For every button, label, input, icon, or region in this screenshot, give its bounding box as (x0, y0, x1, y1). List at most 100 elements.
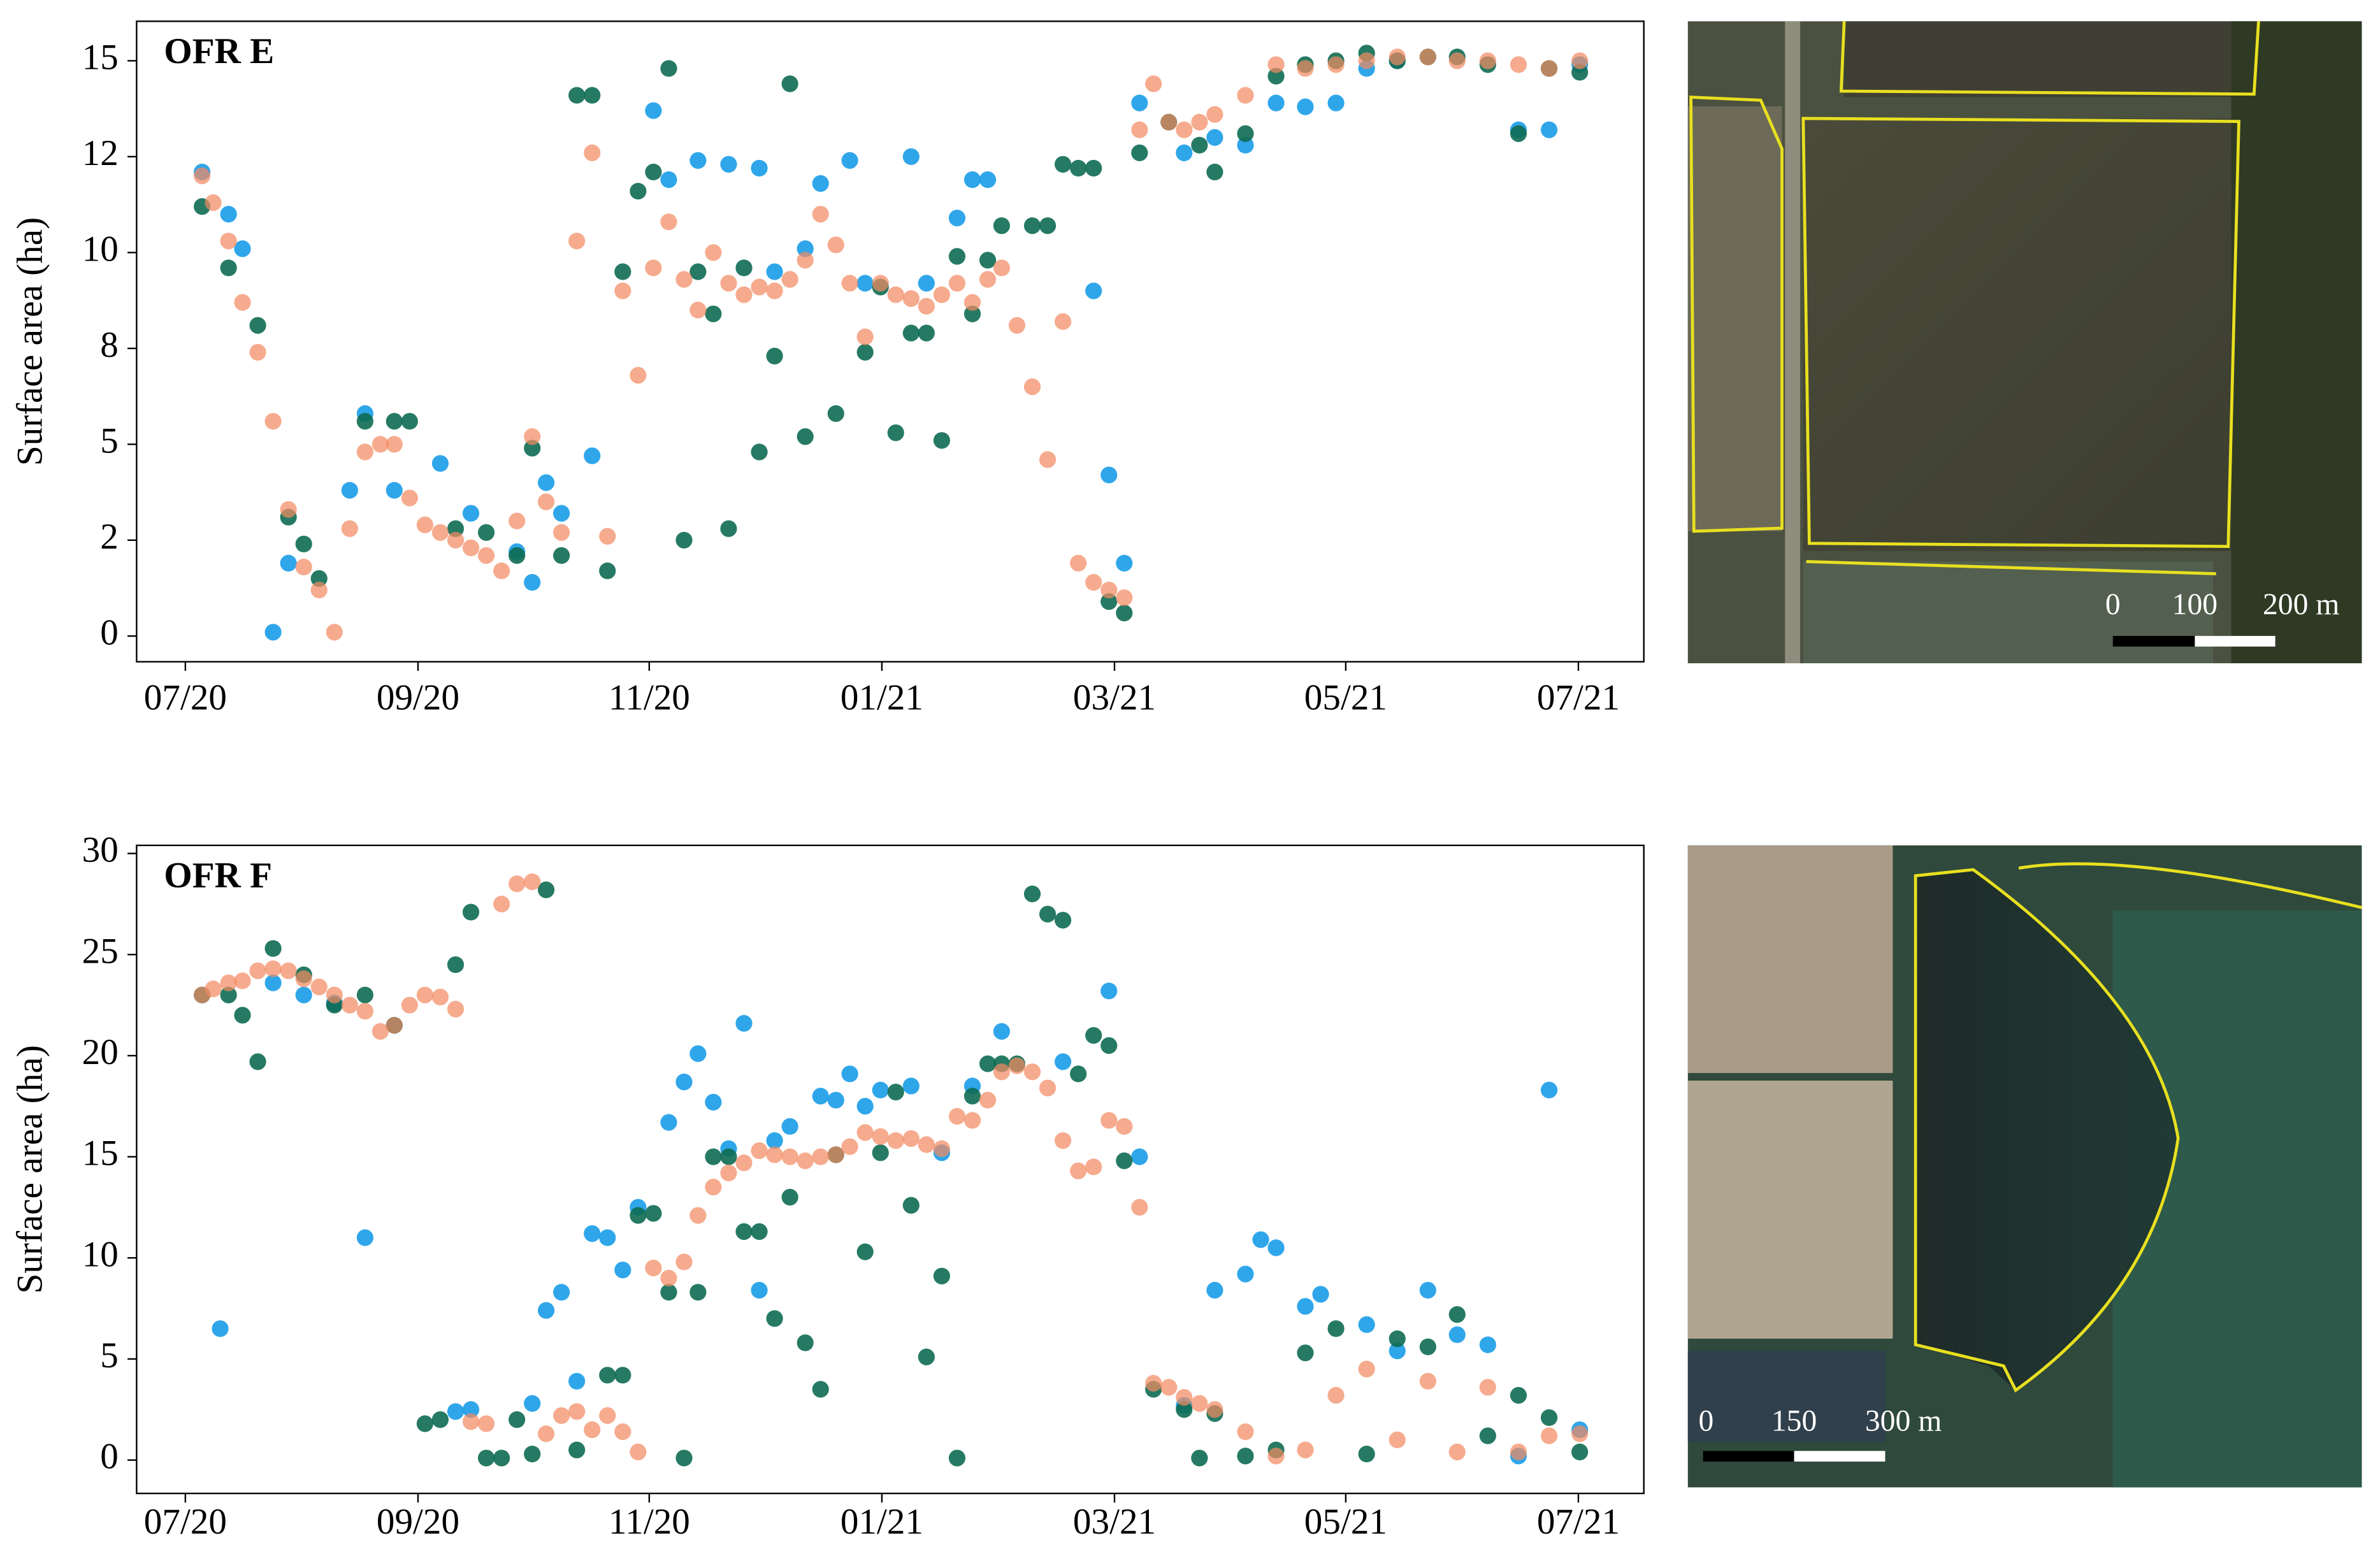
point (751, 159, 768, 177)
point (1039, 1079, 1057, 1097)
point (797, 1334, 814, 1351)
point (1358, 1316, 1375, 1334)
point (827, 1146, 844, 1163)
point (812, 1381, 829, 1398)
point (1039, 451, 1057, 468)
point (477, 1450, 495, 1467)
point (689, 301, 707, 319)
x-tick-label: 07/21 (1537, 678, 1620, 718)
point (234, 972, 251, 989)
panel: 0 5 10 15 20 25 30 07/20 09/20 11/20 01/21 03/21 05/… (10, 830, 1645, 1542)
point (781, 1148, 798, 1165)
point (948, 210, 966, 227)
map-f: 0 150 300 m (1687, 845, 2362, 1488)
point (462, 539, 480, 556)
point (1023, 378, 1041, 396)
point (1267, 56, 1285, 73)
plot-frame (136, 20, 1645, 663)
point (220, 259, 237, 277)
point (812, 175, 829, 192)
point (205, 194, 222, 212)
point (963, 305, 981, 322)
point (720, 1164, 737, 1182)
point (1055, 155, 1072, 173)
point (887, 286, 904, 303)
point (1176, 144, 1193, 161)
point (856, 1124, 874, 1141)
y-tick-label: 20 (82, 1032, 119, 1072)
point (766, 1146, 783, 1163)
point (1055, 912, 1072, 929)
point (675, 531, 693, 549)
point (1510, 1386, 1527, 1404)
point (1479, 1427, 1496, 1444)
point (751, 278, 768, 296)
point (416, 1415, 434, 1432)
point (720, 275, 737, 292)
point (356, 1229, 373, 1246)
point (1100, 1037, 1118, 1054)
point (705, 305, 722, 322)
point (1388, 1342, 1406, 1360)
scale-label: 300 m (1865, 1404, 1942, 1437)
trees (2231, 21, 2362, 663)
point (933, 1140, 951, 1157)
point (1237, 136, 1254, 154)
point (1448, 1443, 1466, 1460)
point (1191, 136, 1208, 154)
point (812, 1088, 829, 1105)
point (1085, 573, 1102, 591)
point (1419, 1281, 1436, 1299)
point (1145, 75, 1162, 92)
point (1448, 1326, 1466, 1343)
point (1131, 121, 1148, 138)
point (220, 974, 237, 991)
point (645, 1205, 662, 1222)
point (887, 1132, 904, 1149)
point (735, 1015, 753, 1032)
point (660, 1114, 677, 1131)
point (948, 1450, 966, 1467)
point (1510, 56, 1527, 73)
field (1687, 845, 1893, 1074)
point (1145, 1374, 1162, 1392)
point (326, 986, 343, 1004)
y-tick-label: 10 (82, 1234, 119, 1274)
y-tick-label: 15 (82, 38, 119, 78)
point (508, 547, 526, 564)
scale-label: 100 (2172, 588, 2218, 621)
y-tick-label: 10 (82, 229, 119, 269)
point (1206, 106, 1223, 123)
point (1116, 605, 1133, 622)
point (462, 1413, 480, 1430)
point (902, 148, 920, 165)
x-tick-label: 07/20 (144, 1502, 227, 1542)
x-tick-label: 01/21 (840, 1502, 923, 1542)
point (735, 1223, 753, 1241)
point (1297, 1344, 1314, 1362)
point (264, 960, 282, 977)
point (537, 474, 555, 491)
point (524, 1445, 541, 1463)
point (766, 347, 783, 364)
point (1131, 1148, 1148, 1165)
point (295, 986, 312, 1004)
point (797, 240, 814, 257)
point (295, 970, 312, 988)
point (630, 1207, 647, 1224)
point (194, 167, 211, 185)
point (1540, 1409, 1558, 1427)
point (918, 298, 935, 315)
point (249, 343, 266, 361)
point (797, 428, 814, 445)
point (1100, 466, 1118, 484)
point (660, 171, 677, 189)
point (1100, 1112, 1118, 1129)
point (979, 252, 997, 269)
point (477, 1415, 495, 1432)
point (1448, 1306, 1466, 1323)
outline (1914, 862, 2362, 1393)
point (781, 271, 798, 288)
point (310, 570, 328, 587)
